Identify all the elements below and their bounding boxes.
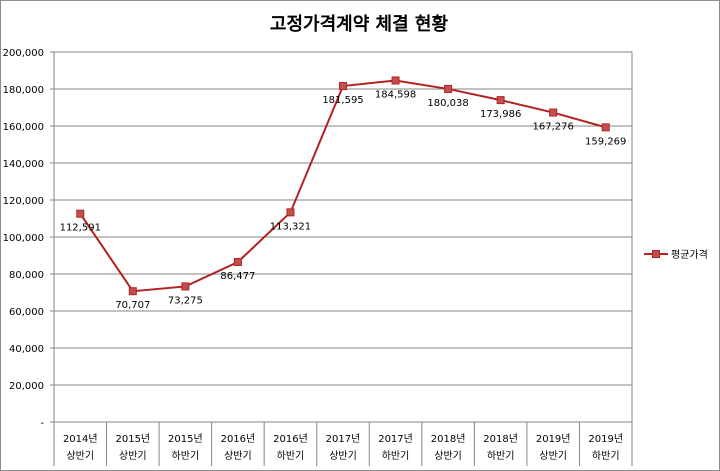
x-tick-label-year: 2017년	[326, 433, 361, 445]
data-label: 180,038	[427, 98, 468, 109]
x-tick-label-year: 2018년	[483, 433, 518, 445]
x-tick-label-half: 하반기	[487, 449, 515, 462]
data-label: 73,275	[168, 295, 203, 306]
data-point-marker	[444, 84, 453, 93]
legend-label: 평균가격	[671, 248, 708, 261]
data-point-marker	[496, 96, 505, 105]
data-point-marker	[76, 209, 85, 218]
data-point-marker	[181, 282, 190, 291]
data-point-marker	[128, 287, 137, 296]
x-tick-label-half: 상반기	[66, 450, 94, 462]
x-tick-label-year: 2019년	[536, 433, 571, 445]
y-tick-label: 100,000	[3, 233, 44, 244]
x-tick-label-half: 상반기	[539, 450, 567, 462]
y-tick-label: 160,000	[3, 122, 44, 133]
data-point-marker	[233, 258, 242, 267]
y-tick-label: 180,000	[3, 85, 44, 96]
y-tick-label: 40,000	[9, 344, 44, 355]
x-tick-label-half: 하반기	[172, 449, 200, 462]
data-label: 86,477	[220, 271, 255, 282]
y-tick-label: 60,000	[9, 307, 44, 318]
x-tick-label-year: 2017년	[378, 433, 413, 445]
data-label: 159,269	[585, 136, 626, 147]
x-tick-label-half: 하반기	[382, 449, 410, 462]
y-tick-label: 20,000	[9, 381, 44, 392]
x-tick-label-year: 2015년	[168, 433, 203, 445]
x-tick-label-half: 하반기	[277, 449, 305, 462]
y-tick-label: 200,000	[3, 48, 44, 59]
y-tick-label: 140,000	[3, 159, 44, 170]
x-tick-label-half: 상반기	[119, 450, 147, 462]
data-label: 181,595	[322, 95, 363, 106]
x-tick-label-half: 상반기	[434, 450, 462, 462]
x-tick-label-half: 하반기	[592, 449, 620, 462]
y-tick-label: -	[40, 418, 44, 429]
data-label: 167,276	[533, 122, 574, 133]
data-label: 173,986	[480, 109, 521, 120]
legend-marker	[652, 250, 660, 258]
series-line	[79, 79, 606, 293]
data-label: 112,591	[60, 223, 101, 234]
data-point-marker	[549, 108, 558, 117]
data-label: 70,707	[115, 300, 150, 311]
x-tick-label-year: 2019년	[588, 433, 623, 445]
x-tick-label-year: 2018년	[431, 433, 466, 445]
y-tick-label: 80,000	[9, 270, 44, 281]
data-point-marker	[286, 208, 295, 217]
data-point-marker	[601, 123, 610, 132]
x-tick-label-year: 2016년	[221, 433, 256, 445]
data-point-marker	[339, 82, 347, 91]
x-tick-label-year: 2014년	[63, 433, 98, 445]
x-tick-label-year: 2016년	[273, 433, 308, 445]
x-tick-label-half: 상반기	[224, 450, 252, 462]
data-label: 113,321	[270, 221, 311, 232]
x-tick-label-year: 2015년	[115, 433, 150, 445]
data-label: 184,598	[375, 89, 416, 100]
chart-title: 고정가격계약 체결 현황	[269, 14, 449, 35]
x-tick-label-half: 상반기	[329, 450, 357, 462]
data-point-marker	[391, 76, 400, 85]
y-tick-label: 120,000	[3, 196, 44, 207]
